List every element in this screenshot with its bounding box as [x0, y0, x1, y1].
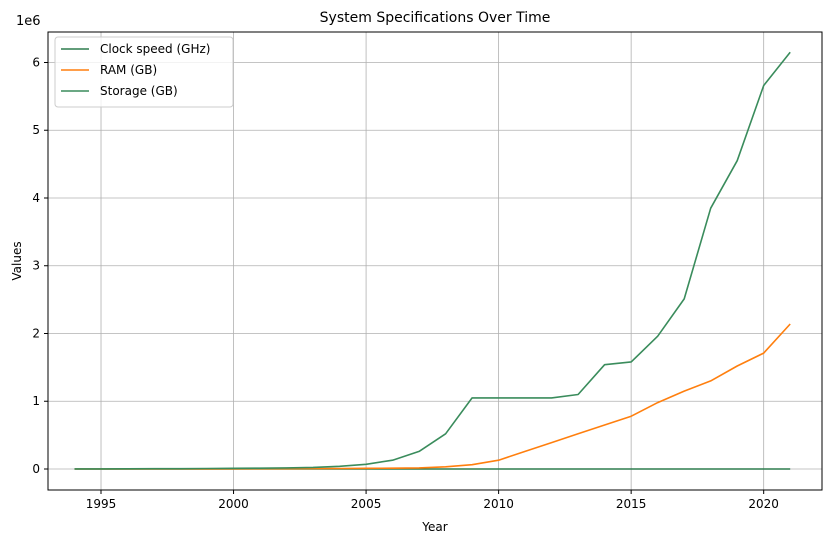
y-tick-label: 0	[32, 462, 40, 476]
y-tick-label: 4	[32, 191, 40, 205]
y-axis-label: Values	[10, 241, 24, 280]
x-tick-label: 2015	[616, 497, 647, 511]
chart-title: System Specifications Over Time	[320, 10, 551, 26]
x-tick-label: 1995	[86, 497, 117, 511]
legend-label: Storage (GB)	[100, 84, 178, 98]
legend: Clock speed (GHz) RAM (GB) Storage (GB)	[54, 36, 234, 108]
y-tick-label: 3	[32, 259, 40, 273]
plot-area-frame	[47, 31, 823, 491]
series-lines	[74, 51, 791, 470]
x-tick-label: 2020	[748, 497, 779, 511]
legend-label: RAM (GB)	[100, 63, 157, 77]
x-tick-label: 2000	[218, 497, 249, 511]
y-tick-label: 1	[32, 394, 40, 408]
y-axis-ticks: 0 1 2 3 4 5 6	[32, 55, 48, 476]
legend-box	[54, 36, 234, 108]
x-tick-label: 2005	[351, 497, 382, 511]
grid-lines	[48, 32, 822, 490]
x-axis-label: Year	[421, 520, 447, 534]
y-tick-label: 2	[32, 326, 40, 340]
y-axis-offset-label: 1e6	[16, 14, 41, 29]
legend-label: Clock speed (GHz)	[100, 42, 210, 56]
y-tick-label: 6	[32, 55, 40, 69]
legend-items: Clock speed (GHz) RAM (GB) Storage (GB)	[61, 42, 210, 98]
y-tick-label: 5	[32, 123, 40, 137]
series-line	[74, 51, 791, 470]
series-line	[74, 323, 791, 470]
x-tick-label: 2010	[483, 497, 514, 511]
x-axis-ticks: 1995 2000 2005 2010 2015 2020	[86, 490, 779, 511]
